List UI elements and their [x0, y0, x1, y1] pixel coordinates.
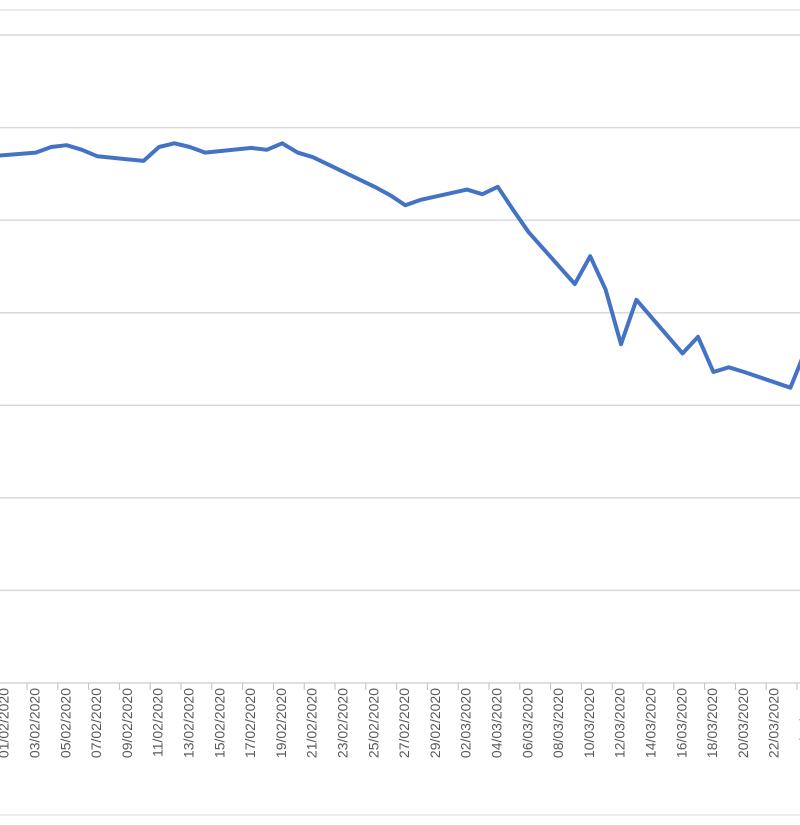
- x-tick-label: 05/02/2020: [57, 688, 73, 758]
- x-tick-label: 06/03/2020: [519, 688, 535, 758]
- data-line: [0, 141, 800, 390]
- x-tick-label: 16/03/2020: [673, 688, 689, 758]
- x-tick-label: 01/02/2020: [0, 688, 12, 758]
- x-tick-label: 20/03/2020: [735, 688, 751, 758]
- x-tick-label: 14/03/2020: [643, 688, 659, 758]
- x-tick-label: 15/02/2020: [211, 688, 227, 758]
- x-tick-label: 03/02/2020: [27, 688, 43, 758]
- x-tick-label: 08/03/2020: [550, 688, 566, 758]
- x-tick-label: 23/02/2020: [335, 688, 351, 758]
- x-tick-label: 11/02/2020: [150, 688, 166, 757]
- x-tick-label: 09/02/2020: [119, 688, 135, 758]
- x-tick-label: 24/03/2020: [797, 688, 800, 758]
- x-tick-label: 21/02/2020: [304, 688, 320, 758]
- x-tick-label: 13/02/2020: [181, 688, 197, 758]
- x-tick-label: 04/03/2020: [489, 688, 505, 758]
- x-tick-label: 29/02/2020: [427, 688, 443, 758]
- x-tick-label: 12/03/2020: [612, 688, 628, 758]
- x-tick-label: 27/02/2020: [396, 688, 412, 758]
- x-tick-label: 18/03/2020: [704, 688, 720, 758]
- x-tick-label: 19/02/2020: [273, 688, 289, 758]
- x-tick-label: 17/02/2020: [242, 688, 258, 758]
- x-tick-label: 10/03/2020: [581, 688, 597, 758]
- x-tick-label: 22/03/2020: [766, 688, 782, 758]
- x-tick-label: 02/03/2020: [458, 688, 474, 758]
- x-tick-label: 25/02/2020: [365, 688, 381, 758]
- x-tick-label: 07/02/2020: [88, 688, 104, 758]
